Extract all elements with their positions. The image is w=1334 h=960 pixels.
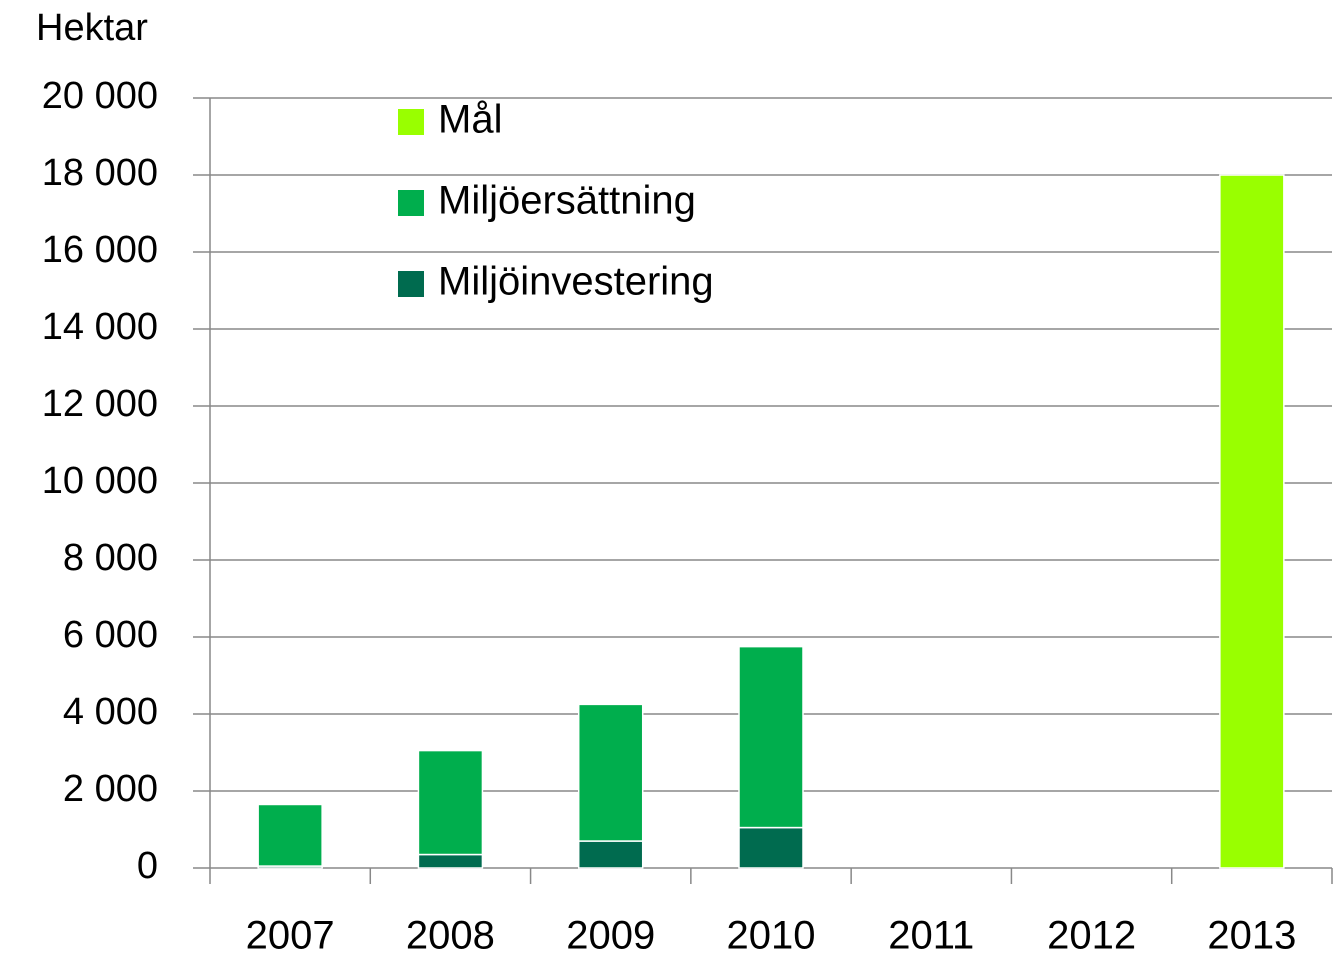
y-tick-label: 0 — [137, 845, 158, 887]
y-tick-label: 6 000 — [63, 614, 158, 656]
legend-swatch — [398, 190, 424, 216]
y-tick-label: 10 000 — [42, 460, 158, 502]
legend-swatch — [398, 271, 424, 297]
legend-label: Mål — [438, 98, 502, 142]
chart-title: Hektar — [36, 7, 148, 49]
bar-segment — [577, 840, 644, 869]
x-tick-label: 2013 — [1207, 914, 1296, 958]
x-tick-label: 2008 — [406, 914, 495, 958]
x-tick-label: 2010 — [727, 914, 816, 958]
x-tick-label: 2011 — [888, 914, 974, 958]
x-tick-label: 2007 — [246, 914, 335, 958]
y-tick-label: 2 000 — [63, 768, 158, 810]
bar-segment — [577, 703, 644, 842]
y-tick-label: 16 000 — [42, 229, 158, 271]
legend-swatch — [398, 109, 424, 135]
y-tick-label: 20 000 — [42, 75, 158, 117]
bar-segment — [738, 826, 804, 869]
y-tick-label: 12 000 — [42, 383, 158, 425]
y-tick-label: 8 000 — [63, 537, 158, 579]
legend-label: Miljöersättning — [438, 179, 696, 223]
y-tick-label: 4 000 — [63, 691, 158, 733]
bar-segment — [417, 853, 484, 869]
y-tick-label: 14 000 — [42, 306, 158, 348]
y-tick-label: 18 000 — [42, 152, 158, 194]
x-tick-label: 2012 — [1047, 914, 1136, 958]
bar-segment — [738, 645, 804, 829]
bar-segment — [417, 749, 484, 856]
bar-segment — [257, 803, 323, 867]
x-tick-label: 2009 — [566, 914, 655, 958]
bar-segment — [1219, 174, 1285, 869]
legend-label: Miljöinvestering — [438, 260, 714, 304]
